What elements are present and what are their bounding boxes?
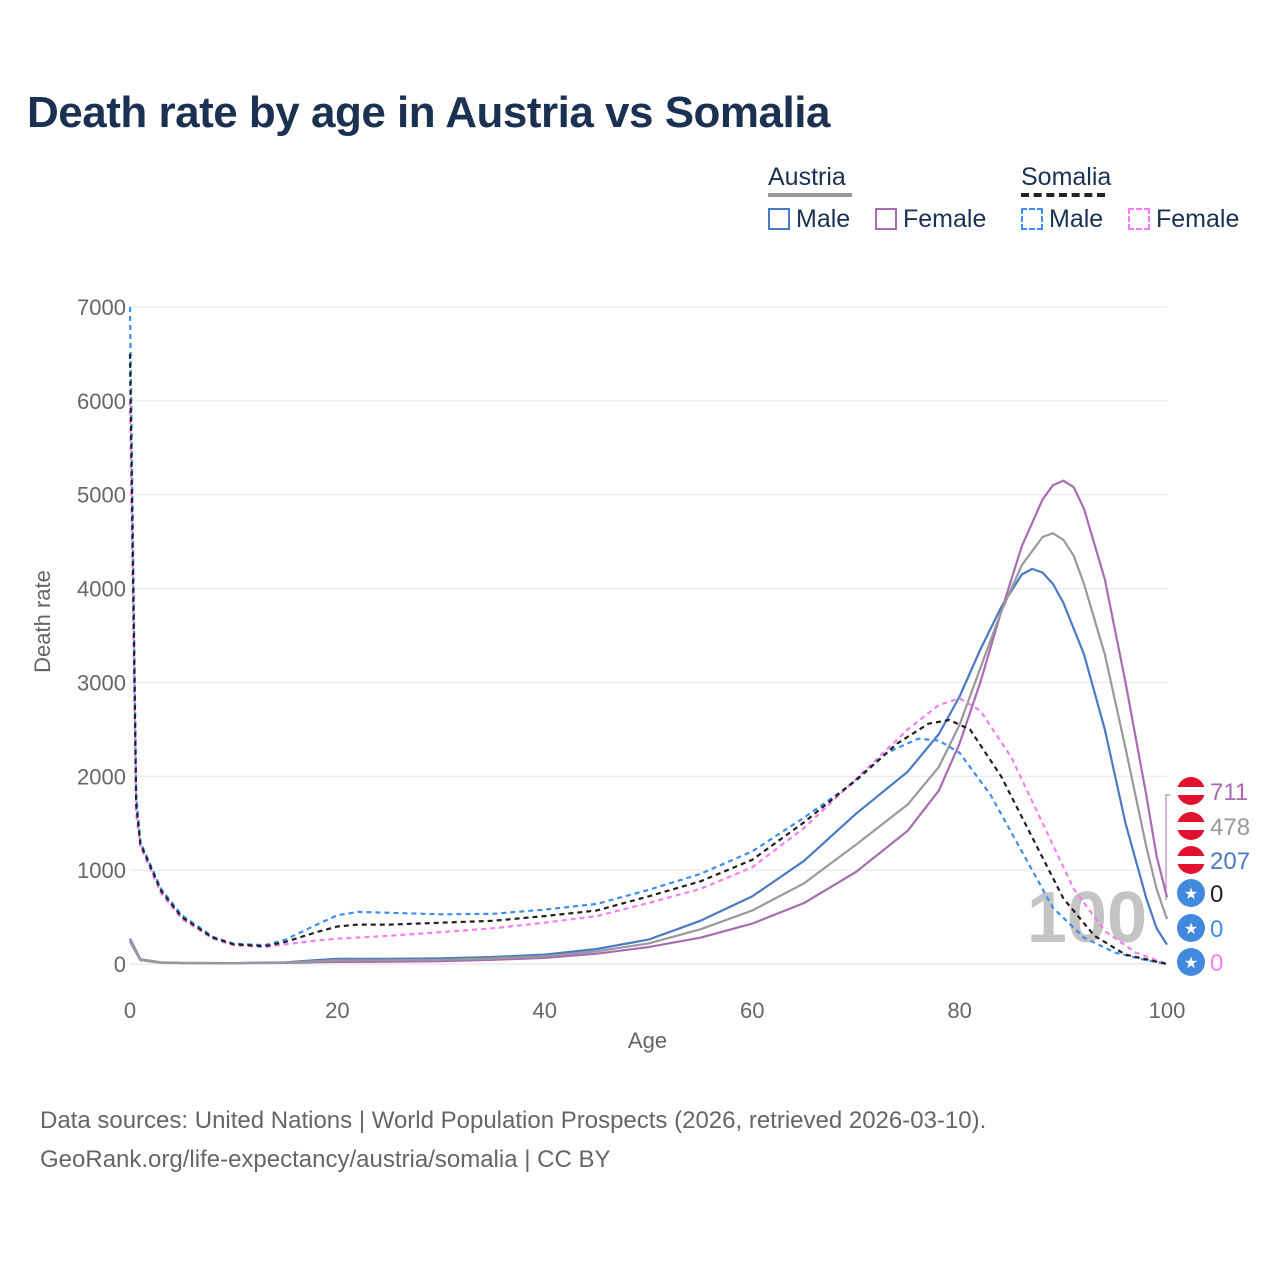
end-label-value: 0 [1210, 916, 1223, 943]
somalia-flag-star: ★ [1184, 955, 1198, 972]
legend-item-somalia-male[interactable]: Male [1021, 204, 1103, 234]
legend-item-austria-male[interactable]: Male [768, 204, 850, 234]
tick-labels: 0 1000 2000 3000 4000 5000 6000 7000 0 20 40 60 80 10… [77, 295, 1185, 1023]
legend-line-austria [768, 193, 852, 197]
somalia-flag-star: ★ [1184, 886, 1198, 903]
year-watermark: 100 [1027, 878, 1147, 958]
x-axis-title: Age [628, 1028, 667, 1053]
end-label-austria-2: 207 [1177, 846, 1250, 875]
x-tick-label-80: 80 [947, 998, 971, 1023]
y-tick-label-6000: 6000 [77, 389, 126, 414]
end-label-austria-1: 478 [1177, 812, 1250, 841]
y-axis-title: Death rate [30, 570, 55, 673]
footer-sources: Data sources: United Nations | World Pop… [40, 1107, 987, 1134]
y-tick-label-1000: 1000 [77, 858, 126, 883]
series-line-austria-male [129, 567, 1168, 965]
legend-swatch-austria-female [875, 208, 897, 230]
x-tick-label-60: 60 [740, 998, 764, 1023]
x-tick-label-0: 0 [124, 998, 136, 1023]
legend-group-austria: Austria [768, 163, 846, 191]
end-label-value: 478 [1210, 814, 1250, 841]
y-tick-label-3000: 3000 [77, 670, 126, 695]
legend-swatch-somalia-female [1128, 208, 1150, 230]
legend-group-somalia: Somalia [1021, 163, 1112, 191]
end-label-value: 0 [1210, 881, 1223, 908]
austria-flag-stripe [1177, 856, 1205, 864]
grid-lines [130, 306, 1167, 965]
somalia-flag-icon [1177, 948, 1205, 976]
series-line-somalia-male [128, 306, 1168, 966]
legend-label-somalia-female: Female [1156, 204, 1240, 233]
series-line-somalia-total [128, 353, 1168, 966]
legend-label-austria-female: Female [903, 204, 987, 233]
x-tick-label-40: 40 [533, 998, 557, 1023]
austria-flag-stripe [1177, 822, 1205, 830]
legend-label-somalia-male: Male [1049, 204, 1104, 233]
legend-swatch-somalia-male [1021, 208, 1043, 230]
somalia-flag-icon [1177, 914, 1205, 942]
series-line-austria-female [129, 479, 1169, 965]
end-label-austria-0: 711 [1177, 777, 1248, 806]
end-label-somalia-3: ★ 0 [1177, 879, 1223, 908]
end-label-value: 711 [1210, 779, 1248, 806]
y-tick-label-0: 0 [114, 952, 126, 977]
footer-credit[interactable]: GeoRank.org/life-expectancy/austria/soma… [40, 1146, 611, 1173]
legend-swatch-austria-male [768, 208, 790, 230]
somalia-flag-star: ★ [1184, 921, 1198, 938]
series-lines [128, 306, 1169, 966]
end-label-value: 207 [1210, 848, 1250, 875]
x-tick-label-20: 20 [325, 998, 349, 1023]
austria-flag-stripe [1177, 787, 1205, 795]
series-line-austria-total [129, 532, 1169, 965]
y-tick-label-5000: 5000 [77, 483, 126, 508]
legend-item-somalia-female[interactable]: Female [1128, 204, 1239, 234]
somalia-flag-icon [1177, 879, 1205, 907]
y-tick-label-4000: 4000 [77, 577, 126, 602]
axis-titles: Age Death rate [30, 570, 667, 1053]
end-label-somalia-4: ★ 0 [1177, 914, 1223, 943]
y-tick-label-2000: 2000 [77, 764, 126, 789]
legend-line-somalia [1021, 193, 1105, 197]
y-tick-label-7000: 7000 [77, 295, 126, 320]
chart-title: Death rate by age in Austria vs Somalia [27, 88, 830, 137]
end-label-value: 0 [1210, 950, 1223, 977]
watermark-layer: 100 [1027, 878, 1147, 958]
end-label-bracket [1165, 794, 1170, 900]
x-tick-label-100: 100 [1149, 998, 1186, 1023]
legend-item-austria-female[interactable]: Female [875, 204, 986, 234]
legend-label-austria-male: Male [796, 204, 851, 233]
end-label-somalia-5: ★ 0 [1177, 948, 1223, 977]
